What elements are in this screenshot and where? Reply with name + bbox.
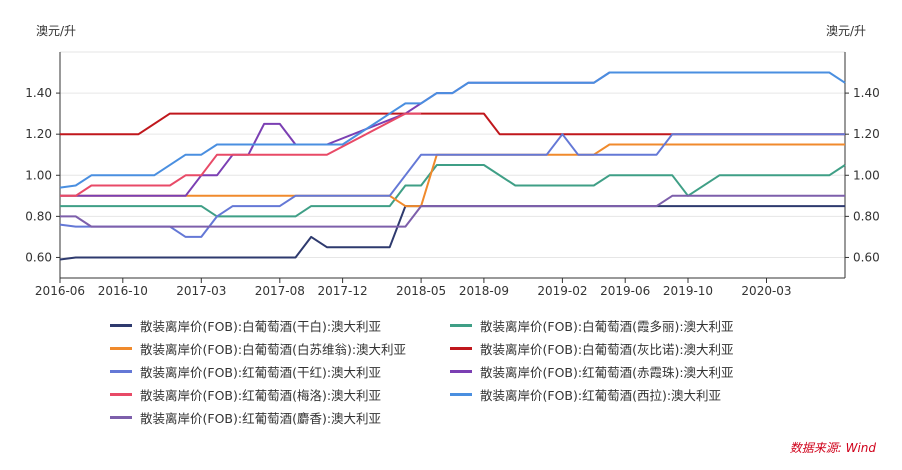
- legend-label: 散装离岸价(FOB):白葡萄酒(灰比诺):澳大利亚: [480, 342, 734, 357]
- legend-swatch: [110, 393, 132, 396]
- y-axis-right-unit: 澳元/升: [826, 24, 867, 38]
- x-tick-label: 2019-06: [600, 284, 650, 298]
- legend-label: 散装离岸价(FOB):红葡萄酒(赤霞珠):澳大利亚: [480, 365, 734, 380]
- series-line-5: [59, 133, 845, 238]
- x-tick-label: 2016-10: [98, 284, 148, 298]
- legend: 散装离岸价(FOB):白葡萄酒(干白):澳大利亚散装离岸价(FOB):白葡萄酒(…: [110, 316, 810, 427]
- x-tick-label: 2017-12: [318, 284, 368, 298]
- y-tick-label-right: 1.40: [853, 86, 880, 100]
- x-tick-label: 2018-05: [396, 284, 446, 298]
- y-tick-label-right: 0.80: [853, 209, 880, 223]
- legend-swatch: [110, 347, 132, 350]
- y-tick-label-right: 1.20: [853, 127, 880, 141]
- legend-item-8[interactable]: 散装离岸价(FOB):红葡萄酒(西拉):澳大利亚: [450, 385, 790, 404]
- y-tick-label-right: 0.60: [853, 250, 880, 264]
- legend-swatch: [110, 324, 132, 327]
- x-tick-label: 2020-03: [741, 284, 791, 298]
- legend-item-1[interactable]: 散装离岸价(FOB):白葡萄酒(干白):澳大利亚: [110, 316, 450, 335]
- legend-swatch: [450, 370, 472, 373]
- legend-label: 散装离岸价(FOB):红葡萄酒(干红):澳大利亚: [140, 365, 382, 380]
- legend-item-3[interactable]: 散装离岸价(FOB):白葡萄酒(白苏维翁):澳大利亚: [110, 339, 450, 358]
- x-tick-label: 2017-03: [176, 284, 226, 298]
- x-tick-label: 2019-10: [663, 284, 713, 298]
- y-axis-left-unit: 澳元/升: [36, 24, 77, 38]
- legend-label: 散装离岸价(FOB):红葡萄酒(梅洛):澳大利亚: [140, 388, 382, 403]
- y-tick-label-right: 1.00: [853, 168, 880, 182]
- legend-item-7[interactable]: 散装离岸价(FOB):红葡萄酒(梅洛):澳大利亚: [110, 385, 450, 404]
- legend-item-2[interactable]: 散装离岸价(FOB):白葡萄酒(霞多丽):澳大利亚: [450, 316, 790, 335]
- x-tick-label: 2017-08: [255, 284, 305, 298]
- series-line-4: [60, 112, 845, 136]
- y-tick-label-left: 1.00: [25, 168, 52, 182]
- series-lines: [59, 71, 846, 261]
- legend-label: 散装离岸价(FOB):白葡萄酒(白苏维翁):澳大利亚: [140, 342, 407, 357]
- series-line-1: [59, 205, 845, 261]
- data-source-note: 数据来源: Wind: [789, 441, 876, 455]
- series-line-8: [59, 71, 846, 189]
- legend-label: 散装离岸价(FOB):白葡萄酒(干白):澳大利亚: [140, 319, 382, 334]
- y-axis-left-ticks: 0.60 0.80 1.00 1.20 1.40: [25, 86, 60, 264]
- y-axis-right-ticks: 0.60 0.80 1.00 1.20 1.40: [845, 86, 880, 264]
- y-tick-label-left: 1.40: [25, 86, 52, 100]
- x-tick-label: 2016-06: [35, 284, 85, 298]
- legend-item-5[interactable]: 散装离岸价(FOB):红葡萄酒(干红):澳大利亚: [110, 362, 450, 381]
- y-tick-label-left: 0.60: [25, 250, 52, 264]
- series-line-7: [60, 112, 422, 197]
- legend-label: 散装离岸价(FOB):红葡萄酒(西拉):澳大利亚: [480, 388, 722, 403]
- y-tick-label-left: 0.80: [25, 209, 52, 223]
- x-tick-label: 2018-09: [459, 284, 509, 298]
- legend-swatch: [450, 347, 472, 350]
- legend-label: 散装离岸价(FOB):红葡萄酒(麝香):澳大利亚: [140, 411, 382, 426]
- y-tick-label-left: 1.20: [25, 127, 52, 141]
- legend-swatch: [450, 393, 472, 396]
- legend-item-6[interactable]: 散装离岸价(FOB):红葡萄酒(赤霞珠):澳大利亚: [450, 362, 790, 381]
- x-axis-ticks: 2016-06 2016-10 2017-03 2017-08 2017-12 2018-…: [35, 278, 792, 298]
- legend-item-9[interactable]: 散装离岸价(FOB):红葡萄酒(麝香):澳大利亚: [110, 408, 450, 427]
- legend-swatch: [110, 416, 132, 419]
- series-line-9: [60, 194, 845, 228]
- legend-item-4[interactable]: 散装离岸价(FOB):白葡萄酒(灰比诺):澳大利亚: [450, 339, 790, 358]
- x-tick-label: 2019-02: [537, 284, 587, 298]
- series-line-2: [60, 164, 846, 218]
- legend-label: 散装离岸价(FOB):白葡萄酒(霞多丽):澳大利亚: [480, 319, 734, 334]
- legend-swatch: [110, 370, 132, 373]
- legend-swatch: [450, 324, 472, 327]
